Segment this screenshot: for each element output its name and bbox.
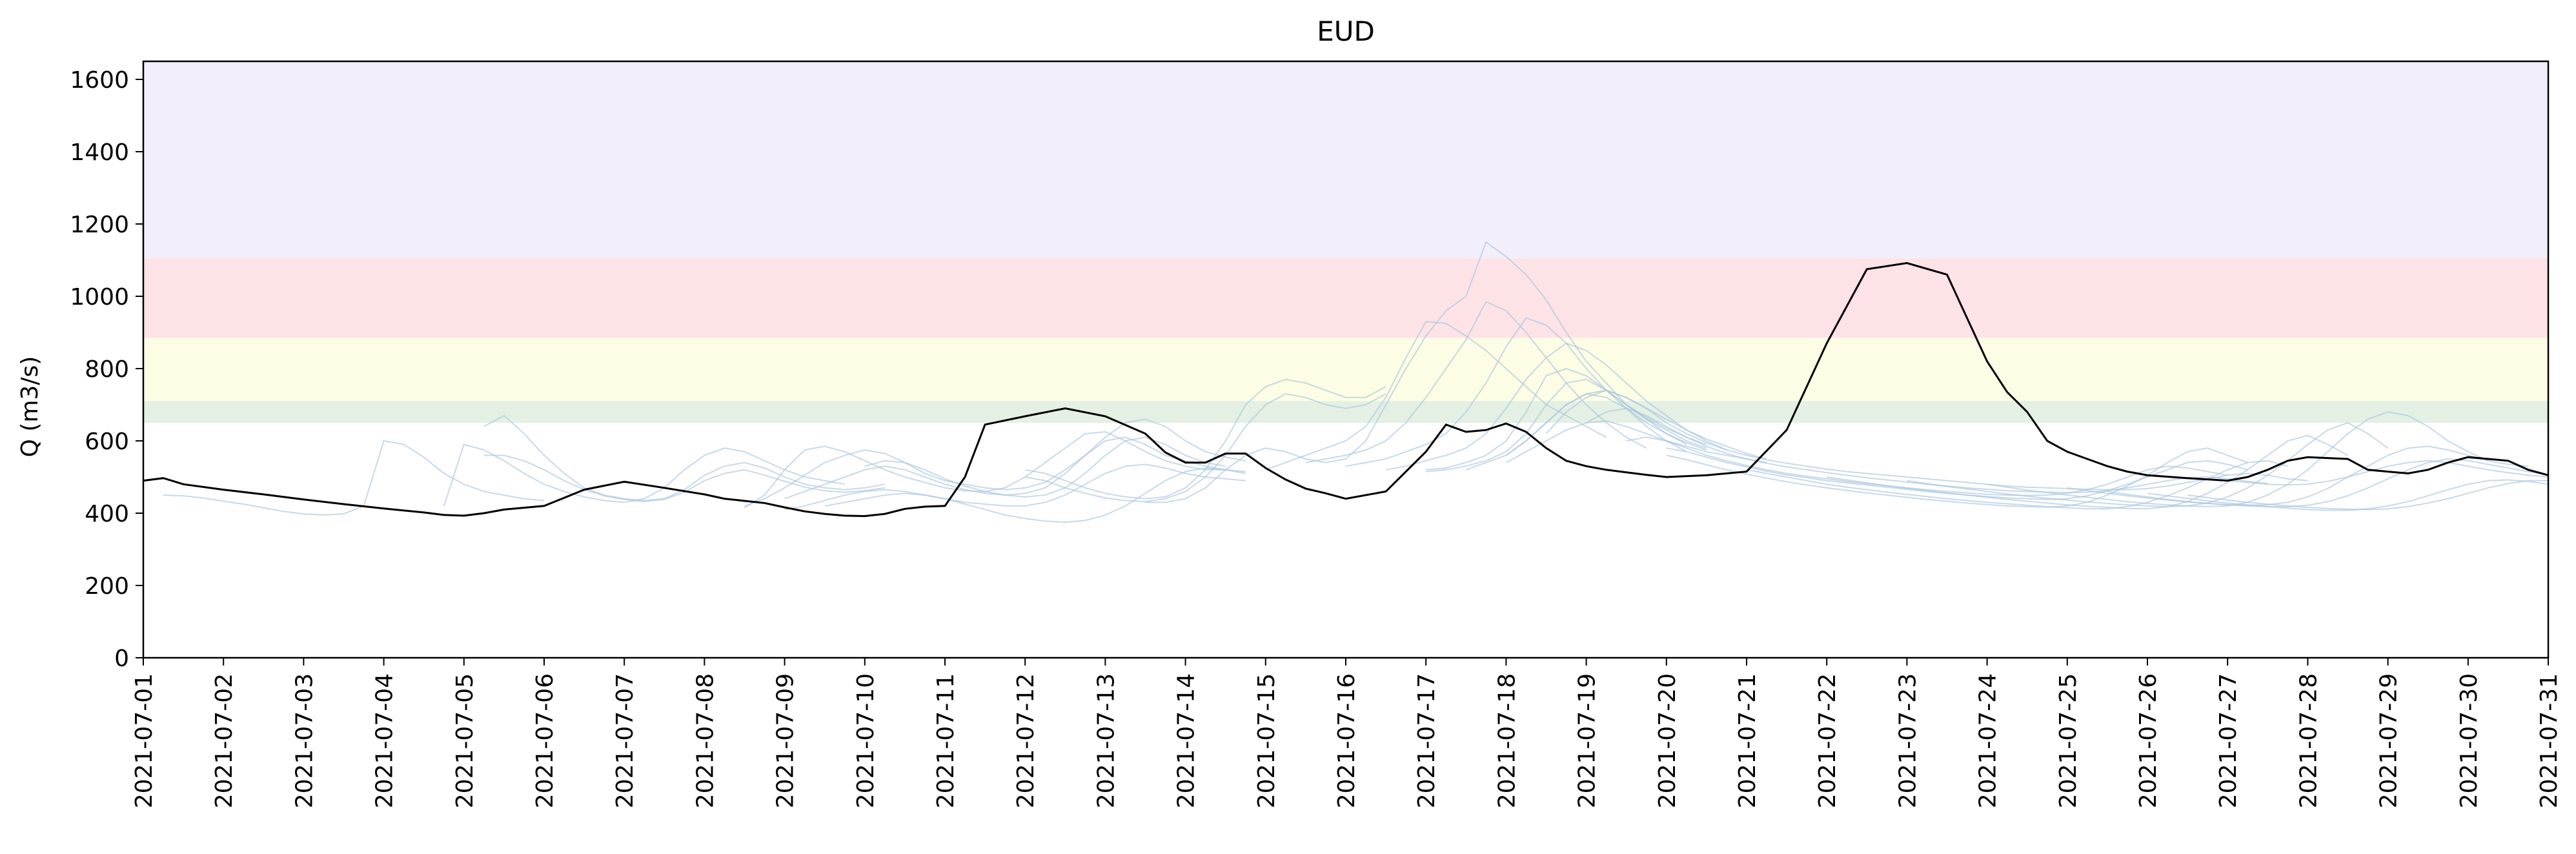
forecast-line-33 <box>2147 479 2549 511</box>
x-tick-label: 2021-07-16 <box>1334 673 1360 808</box>
x-tick-label: 2021-07-11 <box>933 673 959 808</box>
x-tick-label: 2021-07-25 <box>2055 673 2082 808</box>
y-tick-label: 600 <box>85 429 129 455</box>
forecast-line-0 <box>163 440 545 516</box>
x-tick-label: 2021-07-06 <box>532 673 558 808</box>
x-tick-label: 2021-07-04 <box>372 673 398 808</box>
x-tick-label: 2021-07-23 <box>1894 673 1921 808</box>
forecast-line-3 <box>483 454 886 503</box>
x-tick-label: 2021-07-28 <box>2295 673 2322 808</box>
x-tick-label: 2021-07-01 <box>131 673 157 808</box>
forecast-line-14 <box>1305 301 1647 463</box>
forecast-line-8 <box>824 467 1246 524</box>
y-tick-label: 800 <box>85 356 129 383</box>
x-tick-label: 2021-07-20 <box>1654 673 1681 808</box>
x-tick-label: 2021-07-21 <box>1734 673 1761 808</box>
x-tick-label: 2021-07-14 <box>1173 673 1200 808</box>
threshold-band-0 <box>143 401 2548 423</box>
threshold-band-2 <box>143 258 2548 338</box>
forecast-line-23 <box>1586 407 2268 494</box>
y-tick-label: 1600 <box>70 67 129 94</box>
forecast-line-12 <box>1145 241 1687 503</box>
threshold-band-3 <box>143 61 2548 259</box>
forecast-line-28 <box>1827 434 2348 510</box>
forecast-line-4 <box>744 436 1246 507</box>
x-tick-label: 2021-07-29 <box>2376 673 2402 808</box>
forecast-line-26 <box>1666 447 2248 508</box>
y-tick-label: 1200 <box>70 212 129 238</box>
forecast-line-31 <box>2067 445 2529 506</box>
threshold-band-1 <box>143 338 2548 402</box>
forecast-line-17 <box>1426 367 1707 471</box>
chart-title: EUD <box>1317 15 1375 47</box>
x-tick-label: 2021-07-03 <box>291 673 318 808</box>
forecast-line-6 <box>784 418 1246 500</box>
forecast-line-35 <box>2227 460 2549 486</box>
axes-group: 0 200 400 600 800 1000 1200 1400 1600 2021-07-01 2… <box>70 60 2562 808</box>
x-tick-label: 2021-07-09 <box>773 673 799 808</box>
x-tick-label: 2021-07-17 <box>1414 673 1440 808</box>
x-tick-label: 2021-07-30 <box>2456 673 2482 808</box>
x-tick-label: 2021-07-22 <box>1814 673 1841 808</box>
forecast-line-27 <box>1746 460 2288 510</box>
forecast-line-10 <box>1025 378 1386 500</box>
observed-series-group <box>143 261 2549 518</box>
forecast-line-1 <box>443 443 845 507</box>
forecast-line-5 <box>744 431 1226 509</box>
forecast-series-group <box>163 241 2549 524</box>
y-tick-label: 1400 <box>70 139 129 166</box>
y-tick-label: 0 <box>114 646 129 672</box>
x-tick-label: 2021-07-10 <box>853 673 879 808</box>
forecast-line-2 <box>483 414 886 502</box>
forecast-line-21 <box>1505 420 1767 463</box>
forecast-line-24 <box>1626 436 2228 496</box>
x-tick-label: 2021-07-15 <box>1253 673 1280 808</box>
y-tick-label: 200 <box>85 573 129 600</box>
forecast-line-16 <box>1385 342 1727 471</box>
forecast-line-29 <box>1907 422 2389 507</box>
x-tick-label: 2021-07-27 <box>2215 673 2242 808</box>
x-tick-label: 2021-07-07 <box>612 673 638 808</box>
y-tick-label: 400 <box>85 501 129 527</box>
y-tick-label: 1000 <box>70 284 129 310</box>
forecast-line-13 <box>1265 321 1607 471</box>
x-tick-label: 2021-07-02 <box>211 673 238 808</box>
x-tick-label: 2021-07-26 <box>2135 673 2162 808</box>
x-tick-label: 2021-07-08 <box>692 673 718 808</box>
x-tick-label: 2021-07-05 <box>452 673 478 808</box>
x-tick-label: 2021-07-12 <box>1013 673 1039 808</box>
x-tick-label: 2021-07-18 <box>1494 673 1520 808</box>
y-axis-label: Q (m3/s) <box>17 356 43 458</box>
x-tick-label: 2021-07-31 <box>2536 673 2562 808</box>
forecast-line-32 <box>2107 458 2549 507</box>
threshold-bands <box>143 61 2548 423</box>
x-tick-label: 2021-07-13 <box>1093 673 1119 808</box>
forecast-line-7 <box>784 463 1246 511</box>
forecast-line-34 <box>2187 480 2549 511</box>
observed-line <box>143 261 2549 518</box>
x-tick-label: 2021-07-24 <box>1975 673 2002 808</box>
forecast-line-11 <box>1025 393 1386 503</box>
x-tick-label: 2021-07-19 <box>1574 673 1601 808</box>
forecast-line-18 <box>1426 378 1707 473</box>
forecast-line-9 <box>864 436 1226 498</box>
forecast-line-22 <box>1545 389 2308 491</box>
